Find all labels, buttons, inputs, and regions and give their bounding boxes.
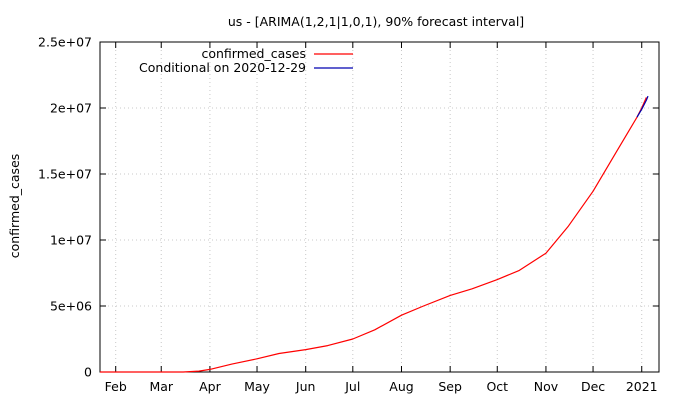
x-tick-label: Aug (389, 379, 413, 394)
x-tick-label: Apr (199, 379, 221, 394)
x-tick-label: May (244, 379, 270, 394)
y-tick-label: 5e+06 (50, 299, 92, 314)
series-line-1 (636, 95, 649, 118)
chart-title: us - [ARIMA(1,2,1|1,0,1), 90% forecast i… (228, 14, 524, 29)
y-axis-label: confirmed_cases (7, 154, 22, 259)
plot-frame (99, 41, 660, 373)
x-tick-label: Feb (105, 379, 127, 394)
x-tick-label: Mar (149, 379, 173, 394)
x-tick-label: Dec (581, 379, 605, 394)
series-layer (100, 95, 649, 373)
y-tick-label: 2.5e+07 (38, 35, 92, 50)
x-tick-label: Sep (438, 379, 462, 394)
legend-label: confirmed_cases (201, 46, 306, 61)
x-tick-label: 2021 (626, 379, 658, 394)
x-tick-label: Oct (486, 379, 508, 394)
y-tick-label: 0 (84, 365, 92, 380)
x-tick-label: Nov (534, 379, 559, 394)
series-line-0 (100, 97, 647, 373)
x-tick-label: Jun (295, 379, 316, 394)
x-tick-label: Jul (344, 379, 360, 394)
y-tick-label: 1e+07 (50, 233, 92, 248)
axis-ticks: Feb Mar Apr May Jun Jul Aug Sep Oct Nov Dec 2021 0 5e… (38, 35, 659, 394)
grid-lines (100, 41, 659, 373)
legend-label: Conditional on 2020-12-29 (139, 60, 306, 75)
y-tick-label: 2e+07 (50, 101, 92, 116)
y-tick-label: 1.5e+07 (38, 167, 92, 182)
